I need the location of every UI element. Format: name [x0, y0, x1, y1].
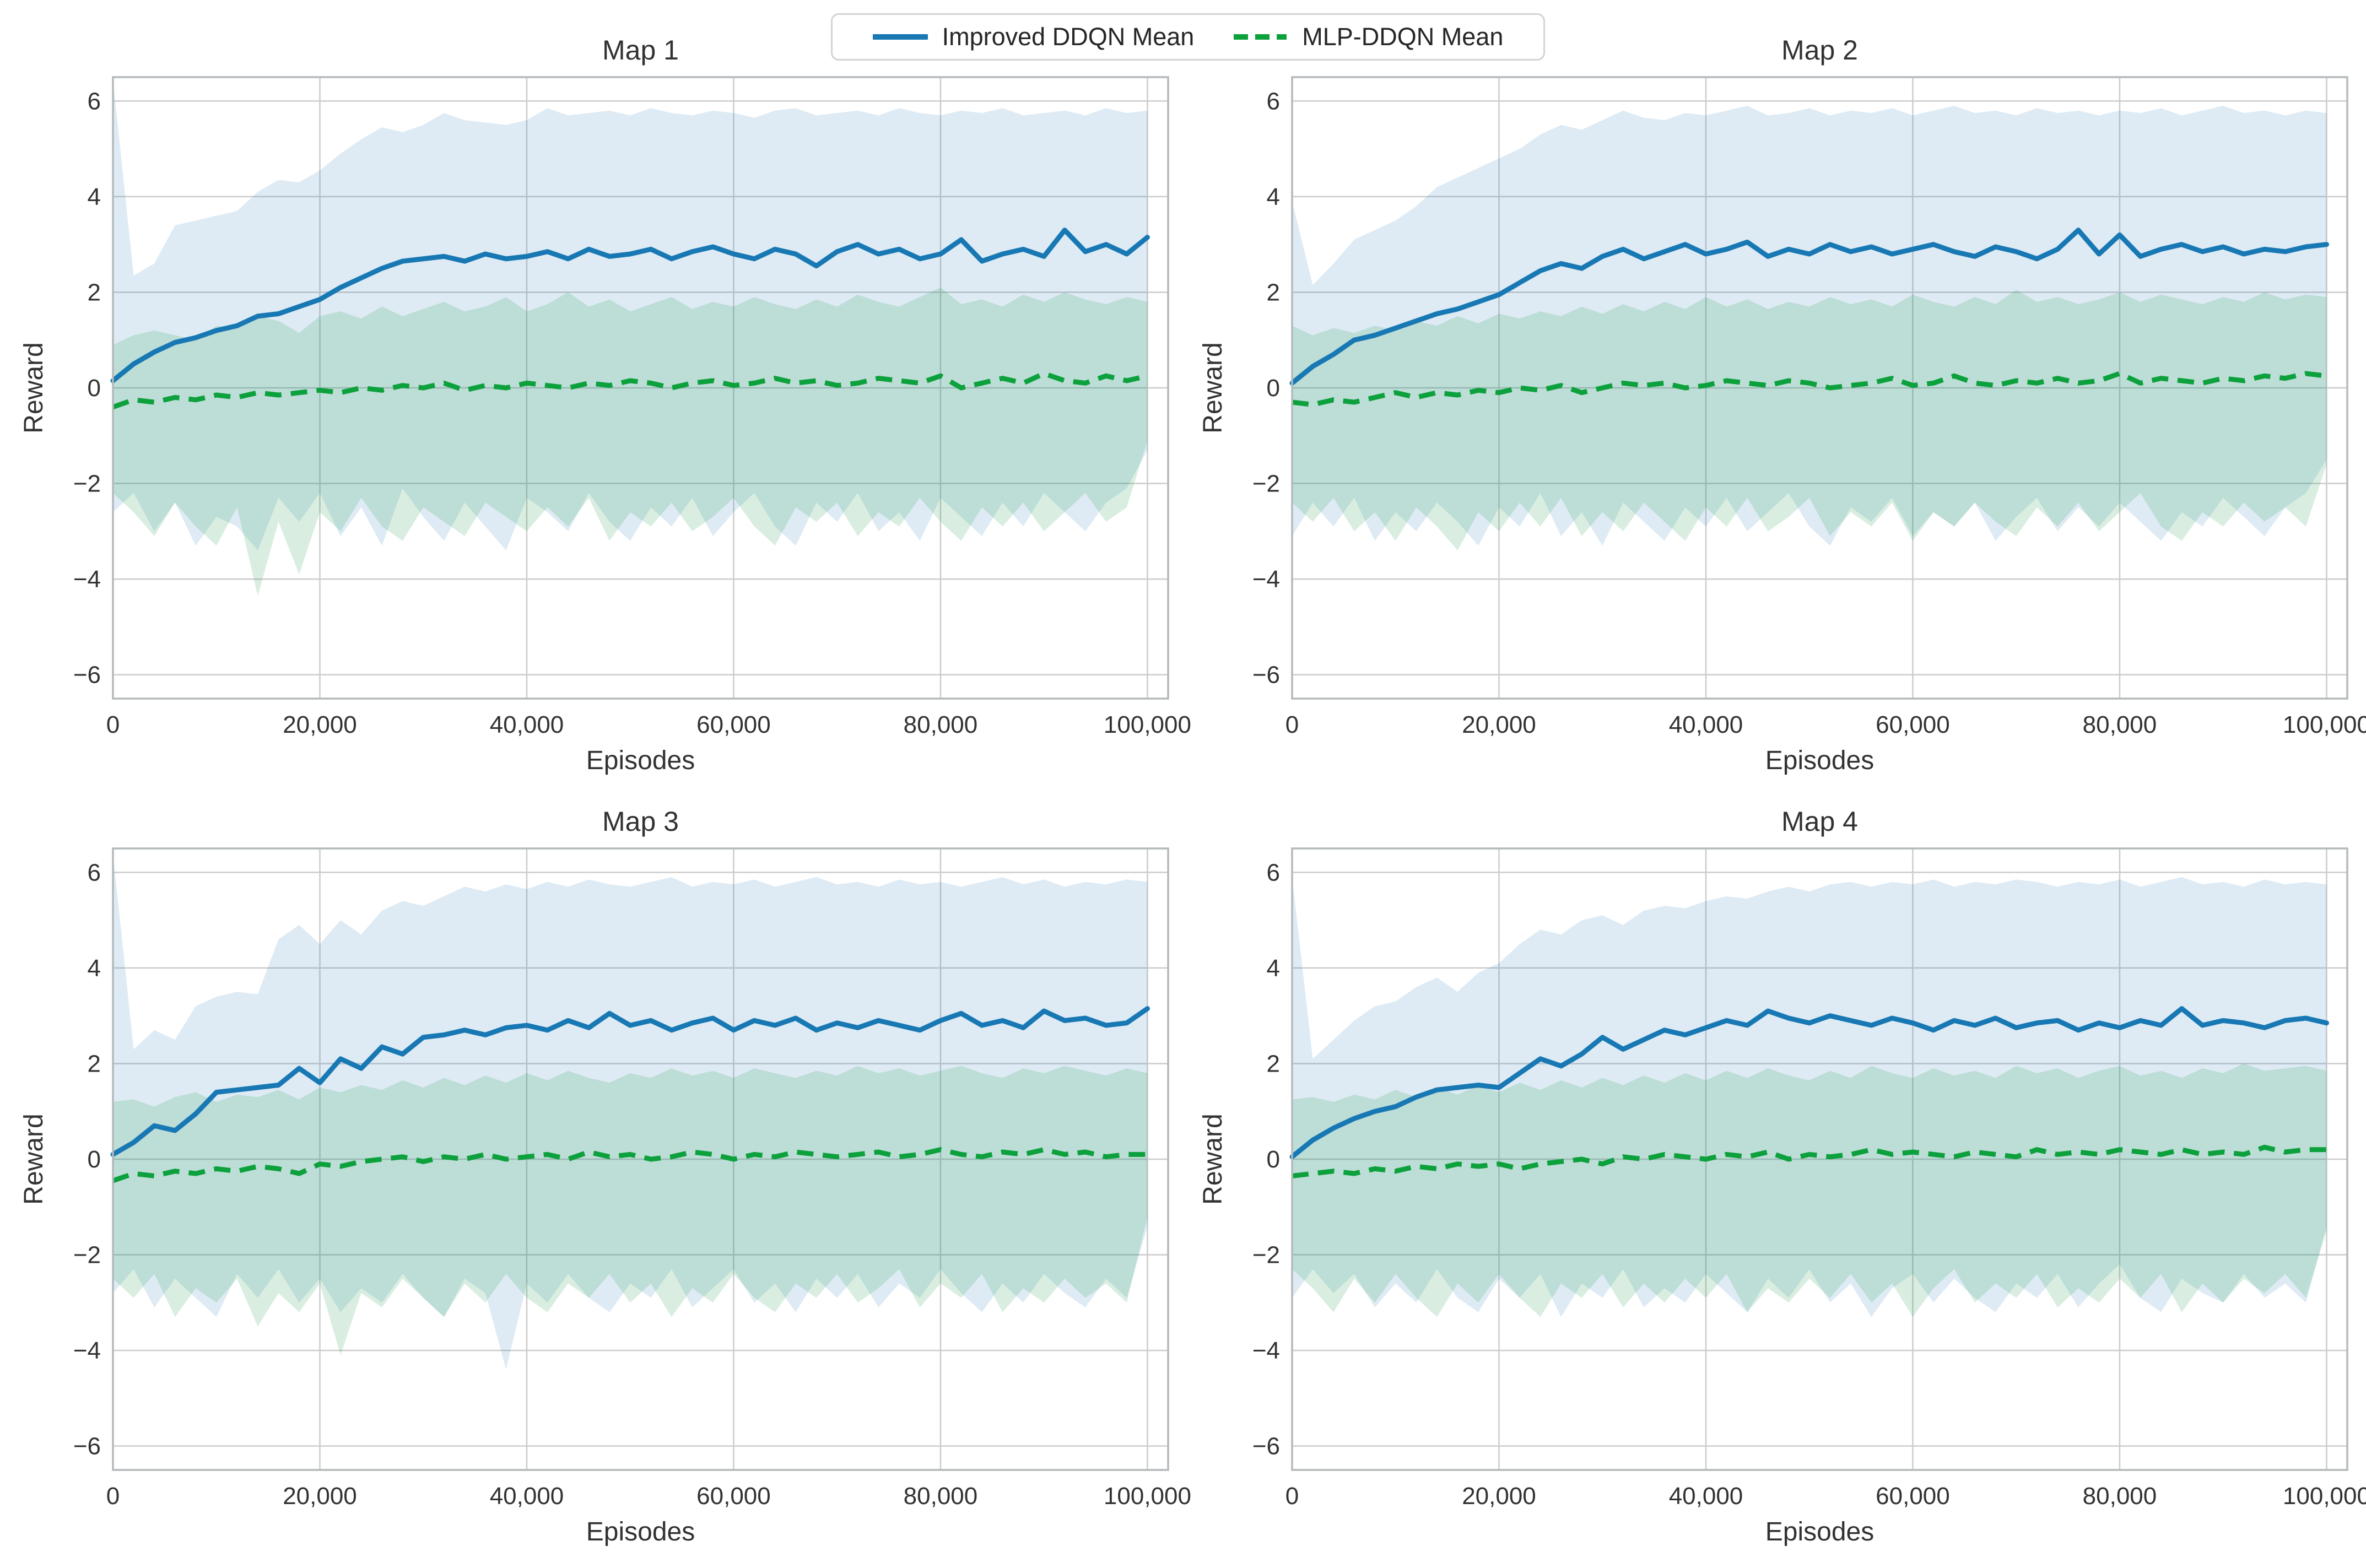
- y-tick-label: 6: [88, 859, 101, 886]
- y-tick-label: 2: [88, 279, 101, 306]
- y-tick-label: 6: [1267, 859, 1280, 886]
- x-tick-label: 80,000: [2083, 1483, 2157, 1510]
- x-tick-label: 0: [106, 1483, 120, 1510]
- y-axis-label: Reward: [1198, 1113, 1228, 1204]
- mlp-ddqn-mean-line: [112, 371, 1148, 409]
- y-tick-label: −4: [73, 566, 101, 593]
- y-tick-label: −2: [73, 471, 101, 498]
- x-axis-label: Episodes: [1765, 746, 1874, 775]
- improved-ddqn-band: [1292, 106, 2327, 546]
- y-tick-label: −4: [73, 1337, 101, 1364]
- map-4-chart: −6 −4 −2 0 2 4 6 0 20,000 40,000 60,000 80,000 100,0…: [1198, 806, 2366, 1547]
- x-tick-label: 0: [1285, 711, 1299, 738]
- map-1-chart: −6 −4 −2 0 2 4 6 0 20,000 40,000 60,000 80,000 100,0…: [19, 35, 1191, 775]
- x-tick-label: 100,000: [2283, 711, 2366, 738]
- improved-ddqn-mean-line: [110, 1006, 1150, 1157]
- x-tick-label: 40,000: [1669, 711, 1743, 738]
- improved-ddqn-line-swatch-icon: [872, 34, 928, 40]
- y-axis-label: Reward: [19, 1113, 48, 1204]
- plot-frame: [1291, 76, 2348, 700]
- x-tick-label: 20,000: [1462, 711, 1536, 738]
- plot-frame: [112, 76, 1169, 700]
- x-tick-label: 80,000: [904, 1483, 978, 1510]
- x-tick-label: 80,000: [2083, 711, 2157, 738]
- y-tick-label: 4: [1267, 955, 1280, 982]
- x-tick-label: 100,000: [1104, 711, 1191, 738]
- y-tick-label: −6: [73, 1433, 101, 1460]
- x-tick-label: 100,000: [1104, 1483, 1191, 1510]
- y-tick-label: 2: [1267, 1050, 1280, 1077]
- y-tick-label: −6: [73, 662, 101, 689]
- x-tick-label: 80,000: [904, 711, 978, 738]
- mlp-ddqn-mean-line: [1292, 371, 2327, 407]
- x-tick-label: 40,000: [490, 711, 564, 738]
- mlp-ddqn-mean-line: [112, 1147, 1148, 1183]
- mlp-ddqn-line-swatch-icon: [1234, 34, 1287, 40]
- legend-item-improved-ddqn: Improved DDQN Mean: [872, 23, 1195, 51]
- y-axis-label: Reward: [1198, 342, 1228, 433]
- subplot-title: Map 2: [1781, 35, 1858, 66]
- x-tick-label: 60,000: [1876, 711, 1950, 738]
- map-3-chart: −6 −4 −2 0 2 4 6 0 20,000 40,000 60,000 80,000 100,0…: [19, 806, 1191, 1547]
- legend-item-mlp-ddqn: MLP-DDQN Mean: [1233, 23, 1503, 51]
- plot-frame: [112, 847, 1169, 1471]
- mlp-ddqn-band: [113, 287, 1148, 596]
- x-axis-label: Episodes: [586, 746, 695, 775]
- mlp-ddqn-band: [1292, 290, 2327, 551]
- y-tick-label: 0: [88, 1146, 101, 1173]
- improved-ddqn-band: [1292, 877, 2327, 1317]
- improved-ddqn-mean-line: [110, 228, 1150, 383]
- y-tick-label: −2: [1252, 1242, 1280, 1269]
- subplot-title: Map 4: [1781, 806, 1858, 837]
- y-tick-label: 4: [88, 955, 101, 982]
- plot-frame: [1291, 847, 2348, 1471]
- subplot-title: Map 1: [602, 35, 679, 66]
- y-tick-label: −2: [73, 1242, 101, 1269]
- map-2-chart: −6 −4 −2 0 2 4 6 0 20,000 40,000 60,000 80,000 100,0…: [1198, 35, 2366, 775]
- x-axis-label: Episodes: [1765, 1517, 1874, 1547]
- improved-ddqn-mean-line: [1289, 228, 2329, 386]
- improved-ddqn-mean-line: [1289, 1006, 2329, 1160]
- y-tick-label: −2: [1252, 471, 1280, 498]
- y-tick-label: 2: [88, 1050, 101, 1077]
- x-tick-label: 0: [1285, 1483, 1299, 1510]
- x-tick-label: 0: [106, 711, 120, 738]
- x-tick-label: 60,000: [1876, 1483, 1950, 1510]
- y-tick-label: 4: [1267, 183, 1280, 210]
- y-axis-label: Reward: [19, 342, 48, 433]
- x-tick-label: 100,000: [2283, 1483, 2366, 1510]
- x-tick-label: 20,000: [1462, 1483, 1536, 1510]
- y-tick-label: −6: [1252, 1433, 1280, 1460]
- improved-ddqn-band: [113, 853, 1148, 1370]
- x-tick-label: 20,000: [283, 711, 357, 738]
- legend-label-improved-ddqn: Improved DDQN Mean: [942, 23, 1195, 51]
- mlp-ddqn-mean-line: [1292, 1144, 2327, 1178]
- y-tick-label: −4: [1252, 1337, 1280, 1364]
- x-tick-label: 60,000: [696, 711, 771, 738]
- y-tick-label: 4: [88, 183, 101, 210]
- y-tick-label: 6: [1267, 88, 1280, 115]
- y-tick-label: −4: [1252, 566, 1280, 593]
- legend: Improved DDQN Mean MLP-DDQN Mean: [831, 13, 1545, 61]
- y-tick-label: −6: [1252, 662, 1280, 689]
- x-axis-label: Episodes: [586, 1517, 695, 1547]
- y-tick-label: 6: [88, 88, 101, 115]
- mlp-ddqn-band: [1292, 1063, 2327, 1317]
- mlp-ddqn-band: [113, 1066, 1148, 1355]
- x-tick-label: 20,000: [283, 1483, 357, 1510]
- y-tick-label: 2: [1267, 279, 1280, 306]
- improved-ddqn-band: [113, 79, 1148, 551]
- y-tick-label: 0: [1267, 375, 1280, 402]
- legend-label-mlp-ddqn: MLP-DDQN Mean: [1302, 23, 1504, 51]
- y-tick-label: 0: [88, 375, 101, 402]
- x-tick-label: 40,000: [490, 1483, 564, 1510]
- y-tick-label: 0: [1267, 1146, 1280, 1173]
- subplot-title: Map 3: [602, 806, 679, 837]
- x-tick-label: 60,000: [696, 1483, 771, 1510]
- x-tick-label: 40,000: [1669, 1483, 1743, 1510]
